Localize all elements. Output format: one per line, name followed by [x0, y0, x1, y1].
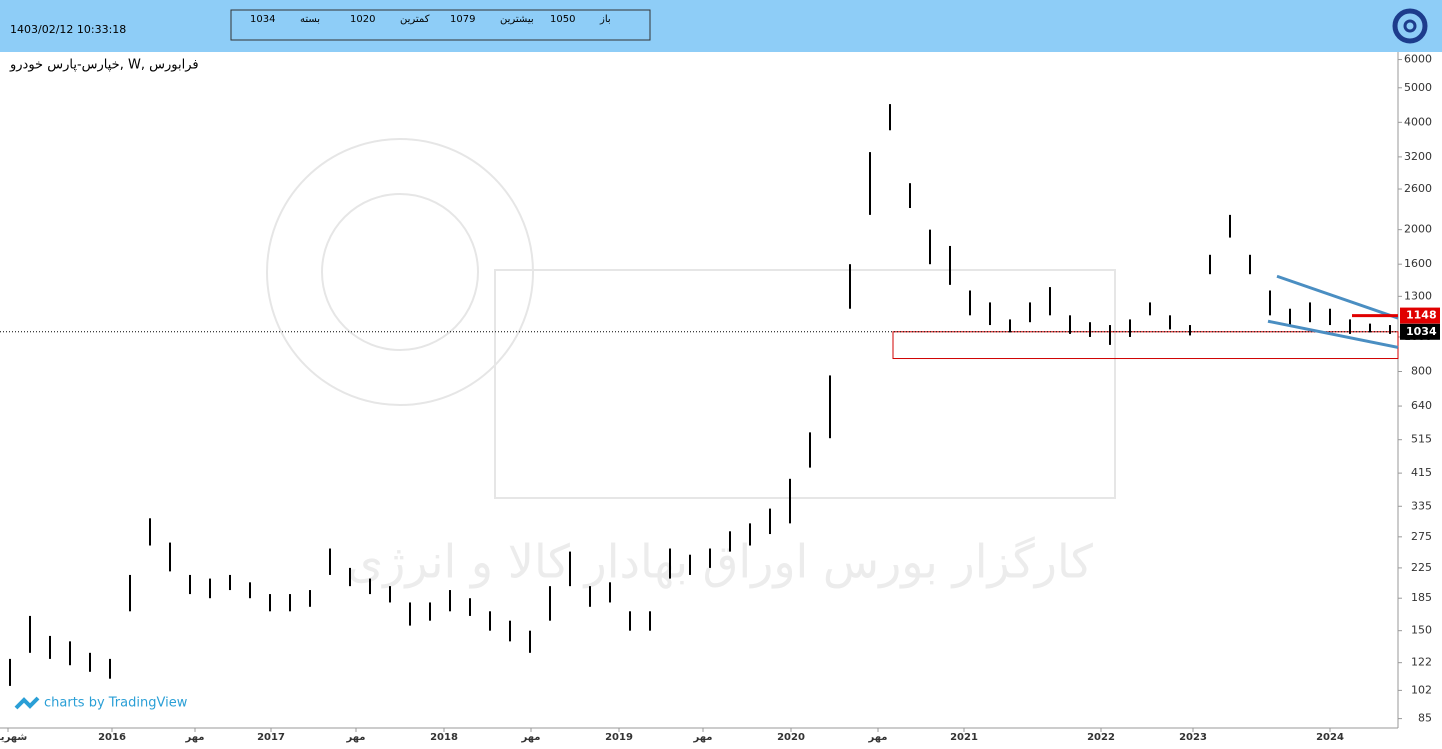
y-tick-label: 275 [1411, 530, 1432, 543]
x-tick-label: مهر [692, 732, 712, 743]
quote-label: بیشترین [500, 14, 534, 25]
y-tick-label: 1300 [1404, 289, 1432, 302]
watermark-logo [266, 138, 1116, 499]
wedge-line [1276, 274, 1399, 320]
x-tick-label: مهر [520, 732, 540, 743]
x-tick-label: 2016 [98, 732, 126, 743]
x-tick-label: مهر [184, 732, 204, 743]
credit-logo [14, 696, 40, 710]
last-price-label-bg [1400, 323, 1440, 340]
watermark-text: کارگزار بورس اوراق بهادار کالا و انرژی [347, 535, 1093, 590]
y-tick-label: 122 [1411, 656, 1432, 669]
y-tick-label: 185 [1411, 591, 1432, 604]
x-tick-label: 2019 [605, 732, 633, 743]
y-tick-label: 102 [1411, 683, 1432, 696]
y-tick-label: 2600 [1404, 182, 1432, 195]
credit: charts by TradingView [44, 696, 188, 711]
x-tick-label: 2022 [1087, 732, 1115, 743]
x-tick-label: 2017 [257, 732, 285, 743]
chart-title: خپارس-پارس خودرو, W, فرابورس [9, 58, 199, 73]
y-tick-label: 800 [1411, 365, 1432, 378]
x-tick-label: مهر [345, 732, 365, 743]
x-tick-label: 2023 [1179, 732, 1207, 743]
quote-value: 1050 [550, 14, 575, 25]
last-price-label: 1034 [1406, 325, 1437, 338]
quote-box [230, 9, 651, 41]
x-tick-label: مهر [867, 732, 887, 743]
x-tick-label: 2020 [777, 732, 805, 743]
x-tick-label: شهریور [0, 732, 27, 743]
y-tick-label: 415 [1411, 466, 1432, 479]
y-tick-label: 515 [1411, 433, 1432, 446]
quote-value: 1079 [450, 14, 475, 25]
header-bar [0, 0, 1442, 52]
x-tick-label: 2024 [1316, 732, 1344, 743]
resistance-label-bg [1400, 307, 1440, 324]
quote-value: 1020 [350, 14, 375, 25]
y-tick-label: 5000 [1404, 81, 1432, 94]
timestamp: 1403/02/12 10:33:18 [10, 23, 126, 36]
y-tick-label: 335 [1411, 499, 1432, 512]
y-tick-label: 150 [1411, 624, 1432, 637]
quote-label: بسته [300, 14, 320, 25]
x-tick-label: 2021 [950, 732, 978, 743]
y-tick-label: 85 [1418, 712, 1432, 725]
logo [1392, 8, 1428, 44]
y-tick-label: 1600 [1404, 257, 1432, 270]
quote-value: 1034 [250, 14, 275, 25]
y-tick-label: 6000 [1404, 53, 1432, 66]
y-tick-label: 2000 [1404, 223, 1432, 236]
support-zone [892, 331, 1399, 360]
quote-label: کمترین [400, 14, 430, 25]
y-tick-label: 225 [1411, 561, 1432, 574]
wedge-line [1267, 319, 1399, 349]
y-tick-label: 640 [1411, 399, 1432, 412]
resistance-label: 1148 [1406, 309, 1437, 322]
x-tick-label: 2018 [430, 732, 458, 743]
quote-label: باز [599, 14, 611, 25]
y-tick-label: 3200 [1404, 150, 1432, 163]
y-tick-label: 4000 [1404, 115, 1432, 128]
